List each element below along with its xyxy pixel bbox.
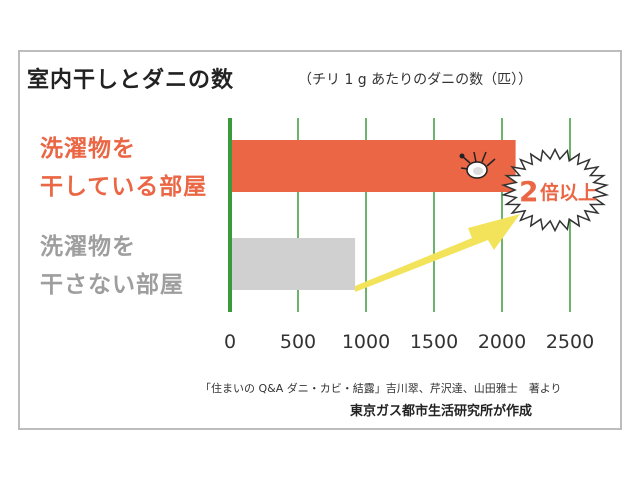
tick-label-500: 500 [280, 331, 316, 353]
tick-label-2500: 2500 [546, 331, 594, 353]
annotation-group: 2 倍以上 [355, 147, 610, 292]
category-label-drying-line2: 干している部屋 [40, 174, 208, 200]
source-note: 「住まいの Q&A ダニ・カビ・結露」吉川翠、芹沢達、山田雅士 著より [200, 382, 562, 395]
category-label-not-drying-line2: 干さない部屋 [40, 272, 184, 298]
category-label-drying: 洗濯物を 干している部屋 [40, 130, 207, 206]
mite-icon [459, 151, 496, 179]
category-label-drying-line1: 洗濯物を [40, 136, 136, 162]
tick-labels: 0 500 1000 1500 2000 2500 [224, 331, 594, 353]
arrow-shape [355, 214, 520, 292]
chart-title: 室内干しとダニの数 [27, 68, 235, 93]
tick-label-1500: 1500 [410, 331, 458, 353]
bar-2 [232, 238, 356, 290]
tick-label-2000: 2000 [478, 331, 526, 353]
tick-label-1000: 1000 [342, 331, 390, 353]
category-label-not-drying: 洗濯物を 干さない部屋 [40, 228, 184, 304]
annotation-number: 2 [519, 175, 538, 208]
credit: 東京ガス都市生活研究所が作成 [350, 404, 533, 419]
unit-note: （チリ 1 g あたりのダニの数（匹）） [298, 72, 533, 88]
tick-label-0: 0 [224, 331, 236, 353]
starburst-shape [500, 147, 610, 233]
annotation-text: 倍以上 [540, 181, 597, 204]
category-label-not-drying-line1: 洗濯物を [40, 234, 136, 260]
